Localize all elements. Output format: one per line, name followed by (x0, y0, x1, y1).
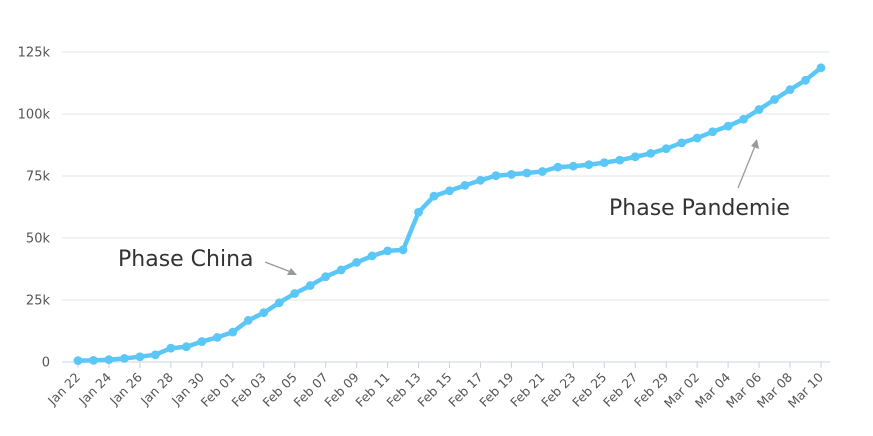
data-point (181, 342, 191, 352)
data-point (259, 308, 269, 318)
annotation-phase-china-arrowhead (287, 268, 297, 275)
x-tick-label: Jan 22 (44, 370, 83, 409)
data-point (677, 138, 687, 148)
data-point (507, 170, 516, 179)
data-point (228, 327, 238, 337)
data-point (754, 105, 764, 114)
y-axis: 0 25k 50k 75k 100k 125k (18, 46, 51, 371)
data-point (120, 354, 129, 363)
data-point (584, 160, 594, 170)
annotation-phase-pandemie-arrowhead (751, 139, 759, 149)
data-point (692, 133, 702, 143)
data-point (646, 149, 656, 158)
data-point (615, 155, 625, 165)
y-tick-label: 0 (42, 356, 50, 371)
y-tick-label: 50k (26, 232, 51, 247)
annotations: Phase China Phase Pandemie (118, 139, 790, 275)
data-point (398, 245, 408, 255)
data-point (708, 127, 718, 137)
data-point (290, 289, 300, 298)
data-point (476, 175, 485, 185)
data-point (336, 265, 346, 275)
data-point (723, 121, 733, 131)
data-point (104, 355, 114, 365)
x-tick-label: Jan 24 (75, 369, 114, 408)
data-point (274, 298, 284, 308)
data-point (630, 152, 640, 162)
annotation-phase-china: Phase China (118, 247, 254, 272)
data-point (352, 258, 362, 267)
annotation-phase-china-arrow (264, 261, 292, 273)
data-point (383, 246, 392, 256)
data-point (305, 281, 315, 290)
data-point (212, 332, 222, 342)
data-point (243, 315, 253, 325)
data-point (770, 95, 779, 104)
y-tick-label: 75k (26, 170, 51, 185)
data-point (73, 356, 83, 366)
data-point (367, 251, 377, 261)
data-point (445, 186, 454, 196)
data-point (150, 350, 160, 360)
data-point (785, 85, 795, 95)
data-point (197, 337, 207, 346)
data-point (414, 207, 423, 217)
data-point (166, 343, 176, 353)
data-point (816, 63, 826, 73)
x-tick-label: Jan 26 (106, 369, 145, 408)
data-point (568, 161, 578, 171)
annotation-phase-pandemie: Phase Pandemie (609, 196, 790, 221)
data-point (599, 158, 609, 167)
series-layer (73, 63, 826, 366)
data-point (491, 171, 501, 181)
data-point (321, 272, 331, 282)
data-point (553, 162, 563, 172)
data-point (739, 114, 749, 124)
data-point (661, 144, 671, 154)
data-point (522, 168, 532, 178)
x-tick-label: Jan 28 (137, 369, 176, 408)
data-point (135, 352, 145, 362)
y-tick-label: 100k (18, 108, 51, 123)
x-tick-label: Mar 10 (785, 369, 826, 410)
grid-layer (62, 51, 830, 363)
data-point (89, 355, 98, 365)
data-point (801, 75, 810, 85)
annotation-phase-pandemie-arrow (737, 145, 756, 189)
data-point (429, 191, 439, 201)
y-tick-label: 25k (26, 294, 51, 309)
data-point (460, 180, 470, 190)
y-tick-label: 125k (18, 46, 51, 61)
data-point (537, 167, 547, 176)
